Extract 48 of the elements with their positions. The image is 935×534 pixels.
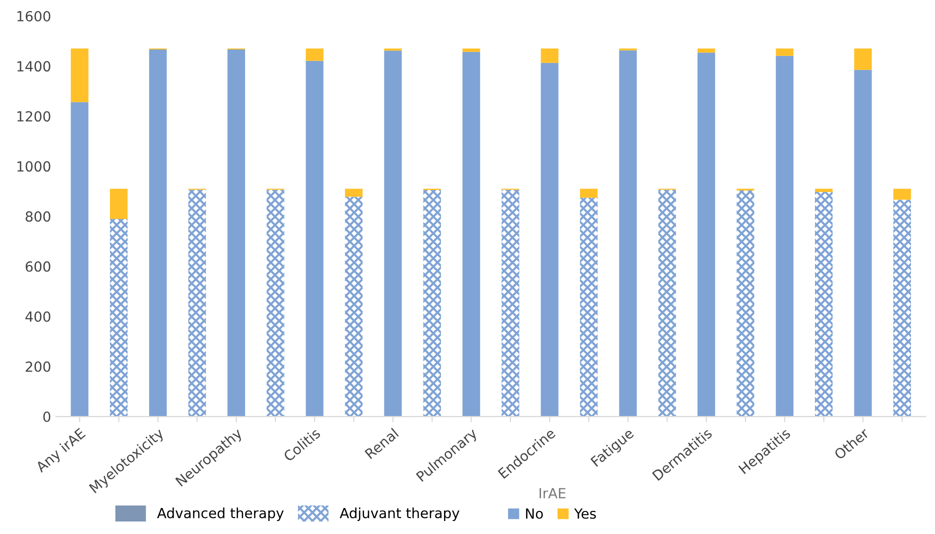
legend-title: IrAE [540, 488, 566, 498]
bar [384, 50, 402, 417]
bar [893, 188, 911, 200]
bar [893, 200, 911, 417]
bar [776, 56, 794, 417]
bar [540, 48, 558, 63]
bar [227, 50, 246, 417]
y-tick-label: 0 [43, 411, 50, 422]
text: Adjuvant therapy [340, 508, 460, 521]
bar [110, 219, 128, 417]
bar [815, 192, 833, 417]
y-tick-label: 400 [25, 311, 50, 322]
y-tick-label: 1400 [17, 61, 50, 72]
bar [344, 188, 363, 197]
y-tick-label: 200 [26, 361, 50, 372]
bar [697, 52, 716, 417]
bar [306, 48, 324, 61]
bar [70, 102, 88, 417]
bar [540, 62, 558, 417]
bar [854, 48, 872, 70]
y-tick-label: 1000 [17, 161, 50, 172]
bar [306, 60, 324, 417]
bar [462, 48, 480, 52]
bar [502, 190, 520, 417]
bar [697, 48, 716, 53]
y-tick-label: 1200 [17, 111, 50, 122]
y-tick-label: 600 [26, 261, 50, 272]
bar [70, 48, 88, 102]
y-tick-label: 800 [26, 211, 50, 222]
legend-label: No [526, 508, 543, 519]
bar [266, 190, 284, 417]
bar [344, 196, 363, 417]
bar [580, 188, 598, 198]
bar [188, 190, 206, 417]
bar [149, 50, 167, 417]
bar [736, 190, 754, 417]
bar [776, 48, 794, 56]
y-tick-label: 1600 [17, 10, 50, 22]
bar [854, 70, 872, 417]
text: Advanced therapy [157, 508, 284, 521]
bar [580, 198, 598, 417]
bar [423, 190, 441, 417]
legend-label: Yes [574, 508, 596, 519]
bar [658, 190, 676, 417]
bar [619, 50, 637, 417]
bar [462, 52, 480, 417]
bar [110, 188, 128, 220]
bar [815, 188, 833, 192]
